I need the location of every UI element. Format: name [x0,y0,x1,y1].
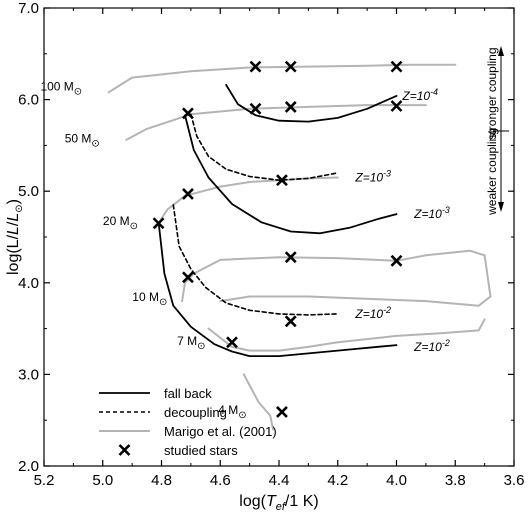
studied-star-14 [226,336,238,349]
studied-star-15 [276,406,288,418]
stronger-coupling-label: stronger coupling [485,47,499,139]
legend-label-0: fall back [164,386,212,401]
x-tick-label-0: 5.2 [34,472,55,489]
studied-star-12 [182,271,194,284]
marigo-tracks [107,63,492,431]
metallicity-label-4: Z=10-2 [413,338,450,354]
y-tick-label-5: 7.0 [18,0,39,17]
studied-star-4 [284,101,297,113]
studied-star-3 [249,102,262,115]
studied-star-2 [390,60,403,73]
studied-stars [152,60,403,418]
legend: fall back decoupling Marigo et al. (2001) s… [99,386,277,458]
studied-star-13 [284,315,297,328]
fallback-track-8 [157,221,398,357]
x-tick-label-7: 3.8 [445,472,466,489]
decoupling-track-10 [172,204,339,316]
marigo-track-4 [207,318,486,352]
weaker-coupling-label: weaker coupling [485,128,499,216]
fallback-track-7 [184,114,398,235]
y-tick-label-0: 2.0 [18,458,39,475]
y-tick-label-4: 6.0 [18,92,39,109]
x-tick-label-8: 3.6 [504,472,525,489]
studied-star-0 [249,60,262,73]
axis-ticks: 5.2 5.0 4.8 4.6 4.4 4.2 4.0 3.8 3.6 2.0 3.0 4.0 5.0 6… [18,0,524,489]
metallicity-label-2: Z=10-3 [413,205,450,221]
studied-star-7 [276,174,288,187]
x-tick-label-5: 4.2 [327,472,348,489]
legend-label-3: studied stars [164,443,238,458]
decoupling-track-9 [190,113,339,181]
mass-label-1: 50 M⊙ [65,132,100,150]
legend-label-2: Marigo et al. (2001) [164,424,277,439]
studied-star-6 [182,107,194,120]
studied-star-10 [284,251,297,264]
legend-marker-studied-stars [118,444,131,456]
y-tick-label-3: 5.0 [18,183,39,200]
studied-star-1 [284,60,297,73]
x-tick-label-2: 4.8 [151,472,172,489]
marigo-track-3 [181,249,492,307]
x-tick-label-3: 4.6 [210,472,231,489]
studied-star-9 [152,217,165,230]
plot-frame [43,7,515,467]
fallback-track-6 [225,84,398,123]
y-tick-label-2: 4.0 [18,275,39,292]
x-tick-label-1: 5.0 [92,472,113,489]
mass-label-3: 10 M⊙ [132,290,167,308]
mass-label-2: 20 M⊙ [103,214,138,232]
studied-star-11 [390,254,403,267]
curve-labels: 100 M⊙ 50 M⊙ 20 M⊙ 10 M⊙ 7 M⊙ 4 M⊙ Z=10-4 Z=10-… [40,79,449,420]
model-tracks [157,84,398,357]
metallicity-label-0: Z=10-4 [401,87,438,103]
mass-label-4: 7 M⊙ [177,334,205,352]
x-tick-label-4: 4.4 [269,472,290,489]
y-tick-label-1: 3.0 [18,366,39,383]
legend-label-1: decoupling [164,405,227,420]
marigo-track-5 [242,373,275,431]
x-tick-label-6: 4.0 [386,472,407,489]
marigo-track-1 [125,104,427,141]
mass-label-0: 100 M⊙ [40,79,82,97]
coupling-arrow-up [498,46,504,56]
studied-star-5 [390,100,403,112]
metallicity-label-3: Z=10-2 [354,305,391,321]
marigo-track-2 [154,176,339,229]
coupling-arrow-down [498,202,504,212]
mass-label-5: 4 M⊙ [218,403,246,421]
studied-star-8 [182,188,194,200]
x-axis-label: log(Tef/1 K) [239,493,318,513]
marigo-track-0 [107,63,457,94]
y-axis-label: log(L/L/L⊙) [5,199,25,275]
metallicity-label-1: Z=10-3 [354,168,391,184]
